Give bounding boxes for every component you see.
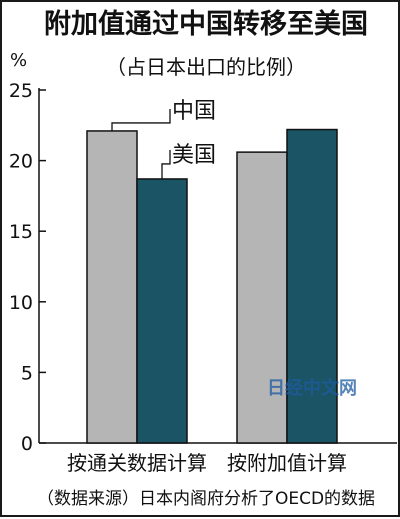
bar-美国-0	[136, 178, 188, 444]
bar-中国-1	[236, 151, 288, 444]
source-note: （数据来源）日本内阁府分析了OECD的数据	[37, 489, 375, 509]
chart-title: 附加值通过中国转移至美国	[44, 8, 368, 40]
y-tick-label: 25	[9, 80, 33, 102]
category-labels: 按通关数据计算 按附加值计算	[67, 451, 347, 475]
bar-中国-0	[86, 130, 138, 444]
y-tick-label: 15	[9, 221, 33, 243]
category-label: 按通关数据计算	[67, 451, 207, 475]
chart-subtitle: （占日本出口的比例）	[106, 55, 306, 79]
watermark-logo: 日经中文网	[267, 377, 357, 399]
legend-leader-line	[111, 109, 171, 131]
y-tick-label: 0	[21, 433, 33, 455]
y-tick-label: 20	[9, 151, 33, 173]
legend-leader-line	[161, 150, 171, 179]
y-tick-label: 10	[9, 292, 33, 314]
category-label: 按附加值计算	[227, 451, 347, 475]
y-unit-label: %	[10, 50, 27, 71]
bar-美国-1	[286, 128, 338, 444]
y-tick-label: 5	[21, 362, 33, 384]
bars	[86, 128, 338, 444]
legend-label: 中国	[172, 99, 216, 124]
legend-label: 美国	[172, 143, 216, 168]
